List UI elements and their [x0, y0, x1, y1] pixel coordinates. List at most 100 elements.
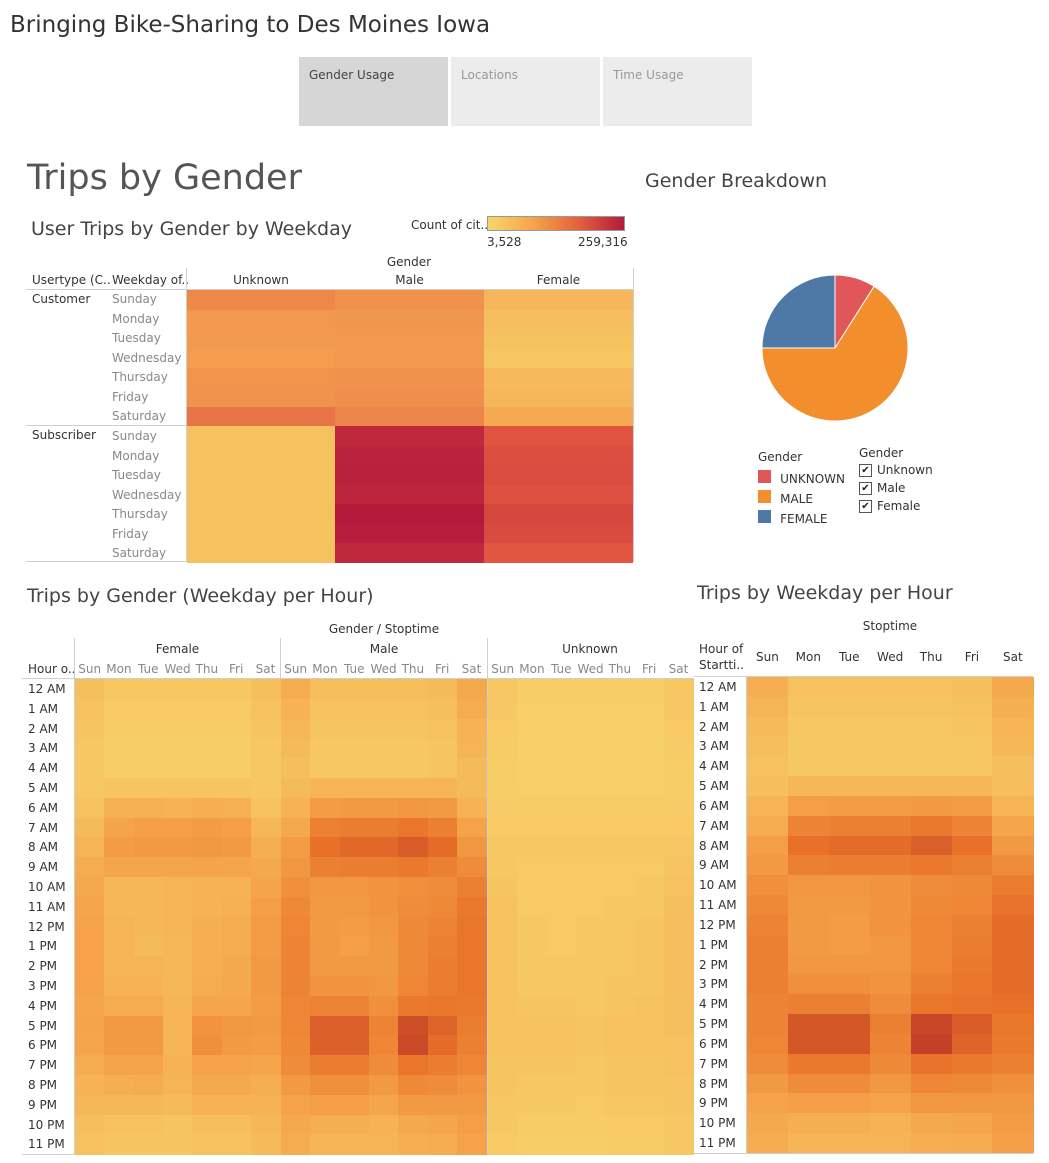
heat-cell[interactable] — [546, 718, 577, 739]
heat-cell[interactable] — [663, 817, 694, 838]
heat-cell[interactable] — [828, 696, 871, 718]
heat-cell[interactable] — [575, 896, 606, 918]
heat-cell[interactable] — [828, 934, 871, 956]
heat-cell[interactable] — [368, 916, 399, 937]
heat-cell[interactable] — [517, 857, 548, 878]
heat-cell[interactable] — [162, 679, 193, 700]
heat-cell[interactable] — [75, 718, 105, 739]
heat-cell[interactable] — [281, 1094, 311, 1116]
tab-time-usage[interactable]: Time Usage — [603, 57, 752, 126]
heat-cell[interactable] — [310, 679, 341, 700]
heat-cell[interactable] — [663, 976, 694, 997]
heat-cell[interactable] — [910, 835, 952, 856]
heat-cell[interactable] — [456, 778, 487, 799]
heat-cell[interactable] — [221, 1094, 252, 1116]
heat-cell[interactable] — [104, 1075, 135, 1096]
heat-cell[interactable] — [546, 1134, 577, 1155]
heat-cell[interactable] — [427, 896, 458, 918]
heat-cell[interactable] — [192, 778, 222, 799]
heat-cell[interactable] — [951, 934, 993, 956]
heat-cell[interactable] — [869, 994, 912, 1015]
heat-cell[interactable] — [221, 1075, 252, 1096]
heat-cell[interactable] — [910, 1113, 952, 1134]
heat-cell[interactable] — [221, 718, 252, 739]
heat-cell[interactable] — [133, 679, 164, 700]
heat-cell[interactable] — [104, 738, 135, 759]
heat-cell[interactable] — [992, 1073, 1034, 1094]
heat-cell[interactable] — [488, 778, 518, 799]
heat-cell[interactable] — [133, 1094, 164, 1116]
heat-cell[interactable] — [546, 1015, 577, 1036]
heat-cell[interactable] — [281, 896, 311, 918]
heat-cell[interactable] — [828, 1053, 871, 1075]
heat-cell[interactable] — [663, 857, 694, 878]
heat-cell[interactable] — [575, 956, 606, 977]
heat-cell[interactable] — [828, 1133, 871, 1154]
heat-cell[interactable] — [339, 758, 370, 779]
heat-cell[interactable] — [992, 1133, 1034, 1154]
heat-cell[interactable] — [456, 1055, 487, 1076]
heat-cell[interactable] — [634, 1035, 665, 1056]
heat-cell[interactable] — [869, 954, 912, 975]
heat-cell[interactable] — [339, 718, 370, 739]
heat-cell[interactable] — [605, 837, 635, 858]
heat-cell[interactable] — [546, 778, 577, 799]
heat-cell[interactable] — [456, 1134, 487, 1155]
heat-cell[interactable] — [192, 758, 222, 779]
heat-cell[interactable] — [484, 348, 633, 369]
heat-cell[interactable] — [310, 698, 341, 720]
heat-cell[interactable] — [488, 1094, 518, 1116]
heat-cell[interactable] — [221, 1114, 252, 1135]
heat-cell[interactable] — [488, 718, 518, 739]
heat-cell[interactable] — [398, 1035, 428, 1056]
heat-cell[interactable] — [546, 916, 577, 937]
heat-cell[interactable] — [634, 1094, 665, 1116]
heat-cell[interactable] — [484, 426, 633, 446]
heat-cell[interactable] — [869, 914, 912, 936]
heat-cell[interactable] — [187, 543, 335, 563]
heat-cell[interactable] — [546, 698, 577, 720]
heat-cell[interactable] — [250, 698, 281, 720]
heat-cell[interactable] — [634, 679, 665, 700]
heat-cell[interactable] — [162, 1134, 193, 1155]
heat-cell[interactable] — [368, 679, 399, 700]
heat-cell[interactable] — [456, 698, 487, 720]
heat-cell[interactable] — [250, 896, 281, 918]
heat-cell[interactable] — [162, 1015, 193, 1036]
heat-cell[interactable] — [787, 1053, 830, 1075]
heat-cell[interactable] — [368, 1035, 399, 1056]
heat-cell[interactable] — [339, 936, 370, 957]
heat-cell[interactable] — [951, 994, 993, 1015]
heat-cell[interactable] — [575, 976, 606, 997]
heat-cell[interactable] — [162, 1094, 193, 1116]
heat-cell[interactable] — [335, 368, 484, 388]
heat-cell[interactable] — [456, 797, 487, 819]
heat-cell[interactable] — [992, 716, 1034, 737]
heat-cell[interactable] — [339, 1055, 370, 1076]
heat-cell[interactable] — [747, 835, 789, 856]
heat-cell[interactable] — [605, 857, 635, 878]
heat-cell[interactable] — [663, 698, 694, 720]
heat-cell[interactable] — [488, 679, 518, 700]
heat-cell[interactable] — [281, 1055, 311, 1076]
heat-cell[interactable] — [747, 677, 789, 698]
heat-cell[interactable] — [427, 1015, 458, 1036]
heat-cell[interactable] — [281, 857, 311, 878]
heat-cell[interactable] — [747, 974, 789, 995]
heat-cell[interactable] — [575, 1094, 606, 1116]
heat-cell[interactable] — [951, 1053, 993, 1075]
heat-cell[interactable] — [663, 797, 694, 819]
heat-cell[interactable] — [427, 936, 458, 957]
heat-cell[interactable] — [910, 1033, 952, 1055]
heat-cell[interactable] — [310, 778, 341, 799]
weekday-heatmap[interactable] — [187, 290, 633, 563]
heat-cell[interactable] — [310, 1035, 341, 1056]
heat-cell[interactable] — [517, 896, 548, 918]
heat-cell[interactable] — [427, 916, 458, 937]
heat-cell[interactable] — [368, 1094, 399, 1116]
heat-cell[interactable] — [192, 976, 222, 997]
heat-cell[interactable] — [221, 1055, 252, 1076]
heat-cell[interactable] — [368, 956, 399, 977]
heat-cell[interactable] — [517, 1134, 548, 1155]
heat-cell[interactable] — [828, 1014, 871, 1035]
